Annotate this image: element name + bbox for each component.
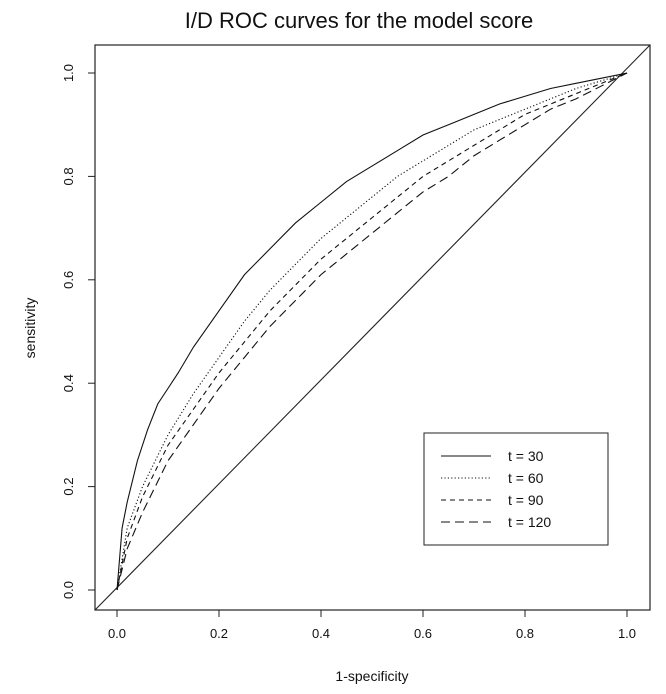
x-tick-label: 1.0 bbox=[618, 626, 636, 641]
x-tick-label: 0.8 bbox=[516, 626, 534, 641]
y-tick-label: 0.0 bbox=[61, 581, 76, 599]
legend-label-t60: t = 60 bbox=[508, 470, 544, 486]
reference-diagonal-line bbox=[94, 44, 651, 611]
y-tick-label: 1.0 bbox=[61, 64, 76, 82]
legend-box bbox=[423, 432, 609, 546]
y-axis-label: sensitivity bbox=[22, 298, 38, 359]
plot-frame bbox=[94, 44, 651, 611]
x-tick-label: 0.2 bbox=[210, 626, 228, 641]
legend-label-t30: t = 30 bbox=[508, 448, 544, 464]
legend-label-t120: t = 120 bbox=[508, 514, 551, 530]
roc-curve-t-90 bbox=[116, 72, 628, 591]
x-tick-label: 0.4 bbox=[312, 626, 330, 641]
y-tick-label: 0.8 bbox=[61, 167, 76, 185]
y-tick-label: 0.4 bbox=[61, 374, 76, 392]
roc-series-group bbox=[116, 72, 628, 591]
legend-label-t90: t = 90 bbox=[508, 492, 544, 508]
chart-title: I/D ROC curves for the model score bbox=[185, 8, 533, 33]
x-axis-ticks: 0.0 0.2 0.4 0.6 0.8 1.0 bbox=[108, 610, 636, 641]
x-axis-label: 1-specificity bbox=[335, 668, 408, 684]
y-tick-label: 0.2 bbox=[61, 478, 76, 496]
y-tick-label: 0.6 bbox=[61, 271, 76, 289]
roc-curve-t-30 bbox=[116, 72, 628, 591]
x-tick-label: 0.0 bbox=[108, 626, 126, 641]
roc-curve-t-60 bbox=[116, 72, 628, 591]
y-axis-ticks: 0.0 0.2 0.4 0.6 0.8 1.0 bbox=[61, 64, 95, 599]
roc-curve-t-120 bbox=[116, 72, 628, 591]
x-tick-label: 0.6 bbox=[414, 626, 432, 641]
legend: t = 30 t = 60 t = 90 t = 120 bbox=[423, 432, 609, 546]
